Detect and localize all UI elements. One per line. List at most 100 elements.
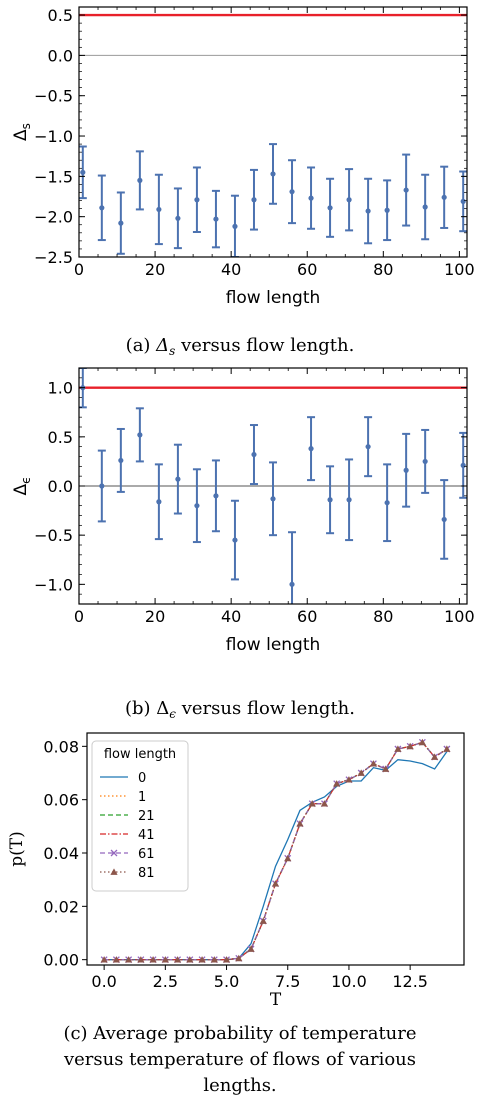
data-point: [99, 205, 105, 211]
marker-triangle: [431, 753, 439, 760]
series-line-81: [104, 741, 448, 961]
caption-c-line-1: (c) Average probability of temperature: [63, 1023, 416, 1044]
y-axis-label: Δs: [11, 123, 33, 141]
x-axis-label: flow length: [226, 635, 321, 655]
data-point: [403, 187, 409, 193]
data-point: [422, 458, 428, 465]
marker-triangle: [394, 745, 402, 752]
data-point: [441, 516, 447, 523]
data-point: [422, 204, 428, 210]
data-point: [289, 189, 295, 195]
y-axis-label-main: Δ: [11, 129, 31, 141]
marker-triangle: [161, 956, 169, 963]
data-point: [194, 503, 200, 509]
marker-triangle: [125, 956, 133, 963]
data-point: [365, 444, 371, 450]
y-tick-label: 0.5: [48, 428, 73, 447]
y-tick-label: −2.5: [34, 248, 73, 267]
y-tick-label: −1.5: [34, 167, 73, 186]
data-point: [156, 499, 162, 505]
data-point: [308, 195, 314, 201]
legend-marker-triangle: [110, 868, 118, 875]
marker-triangle: [112, 956, 120, 963]
marker-triangle: [271, 880, 280, 887]
marker-triangle: [308, 800, 316, 807]
marker-triangle: [259, 917, 267, 924]
marker-triangle: [320, 800, 329, 807]
y-axis-label-subscript: s: [19, 123, 33, 129]
x-tick-label: 100: [444, 260, 475, 279]
x-tick-label: 80: [373, 260, 393, 279]
x-tick-label: 0.0: [91, 972, 116, 991]
data-point: [99, 483, 105, 489]
data-point: [308, 446, 314, 452]
x-tick-label: 60: [297, 260, 317, 279]
marker-triangle: [173, 956, 182, 963]
marker-triangle: [296, 820, 304, 827]
plot-area: [79, 13, 467, 257]
y-tick-label: 0.0: [48, 46, 73, 65]
y-tick-label: 1.0: [48, 379, 73, 398]
data-point: [251, 451, 257, 458]
marker-triangle: [284, 854, 292, 862]
data-point: [137, 432, 143, 438]
plot-area: [100, 738, 451, 964]
y-axis-label: Δϵ: [11, 476, 33, 495]
legend: flow length 0 1 21 41 61 81: [91, 740, 189, 892]
marker-triangle: [345, 776, 353, 783]
x-tick-label: 10.0: [331, 972, 367, 991]
data-point: [384, 500, 390, 506]
y-tick-label: 0.5: [48, 6, 73, 25]
marker-triangle: [186, 956, 194, 963]
data-point: [194, 197, 200, 203]
legend-marker-x: [110, 849, 118, 857]
marker-triangle: [406, 742, 414, 750]
data-point: [460, 198, 466, 204]
data-point: [346, 497, 352, 503]
y-tick-label: −1.0: [34, 127, 73, 146]
data-point: [403, 467, 409, 473]
legend-title: flow length: [104, 747, 176, 762]
data-point: [175, 215, 181, 221]
marker-triangle: [357, 769, 365, 776]
marker-triangle: [382, 765, 390, 772]
x-tick-label: 2.5: [153, 972, 178, 991]
data-point: [327, 497, 333, 503]
data-point: [384, 207, 390, 213]
marker-triangle: [210, 956, 218, 963]
data-point: [213, 216, 219, 222]
x-tick-label: 0: [74, 260, 84, 279]
y-tick-label: 0.06: [43, 791, 79, 810]
x-tick-label: 20: [145, 260, 165, 279]
panel-b-delta-epsilon-chart: 0 20 40 60 80 100 1.0 0.5 0.0 −0.5 −1.0 flow length…: [11, 367, 475, 655]
y-tick-label: −0.5: [34, 87, 73, 106]
data-point: [80, 169, 86, 175]
x-tick-label: 0: [74, 607, 84, 626]
legend-label-81: 81: [138, 866, 155, 881]
marker-triangle: [222, 956, 231, 963]
marker-triangle: [369, 760, 378, 767]
marker-triangle: [149, 956, 157, 963]
caption-a: (a) Δs versus flow length.: [126, 335, 355, 358]
x-tick-label: 40: [221, 607, 241, 626]
y-axis-label-subscript: ϵ: [19, 476, 33, 483]
marker-triangle: [100, 956, 108, 963]
y-tick-label: −1.0: [34, 575, 73, 594]
y-tick-label: 0.02: [43, 897, 79, 916]
marker-triangle: [137, 956, 145, 963]
plot-frame: [86, 732, 465, 966]
y-tick-label: 0.08: [43, 737, 79, 756]
caption-b: (b) Δϵ versus flow length.: [125, 698, 355, 721]
data-point: [460, 462, 466, 468]
marker-triangle: [443, 745, 451, 752]
marker-triangle: [333, 780, 341, 787]
y-tick-label: 0.04: [43, 844, 79, 863]
legend-label-41: 41: [138, 828, 155, 843]
marker-triangle: [247, 945, 255, 952]
data-point: [156, 206, 162, 213]
y-axis-label: p(T): [7, 831, 27, 867]
x-tick-label: 80: [373, 607, 393, 626]
legend-label-1: 1: [138, 790, 146, 805]
x-tick-label: 100: [444, 607, 475, 626]
